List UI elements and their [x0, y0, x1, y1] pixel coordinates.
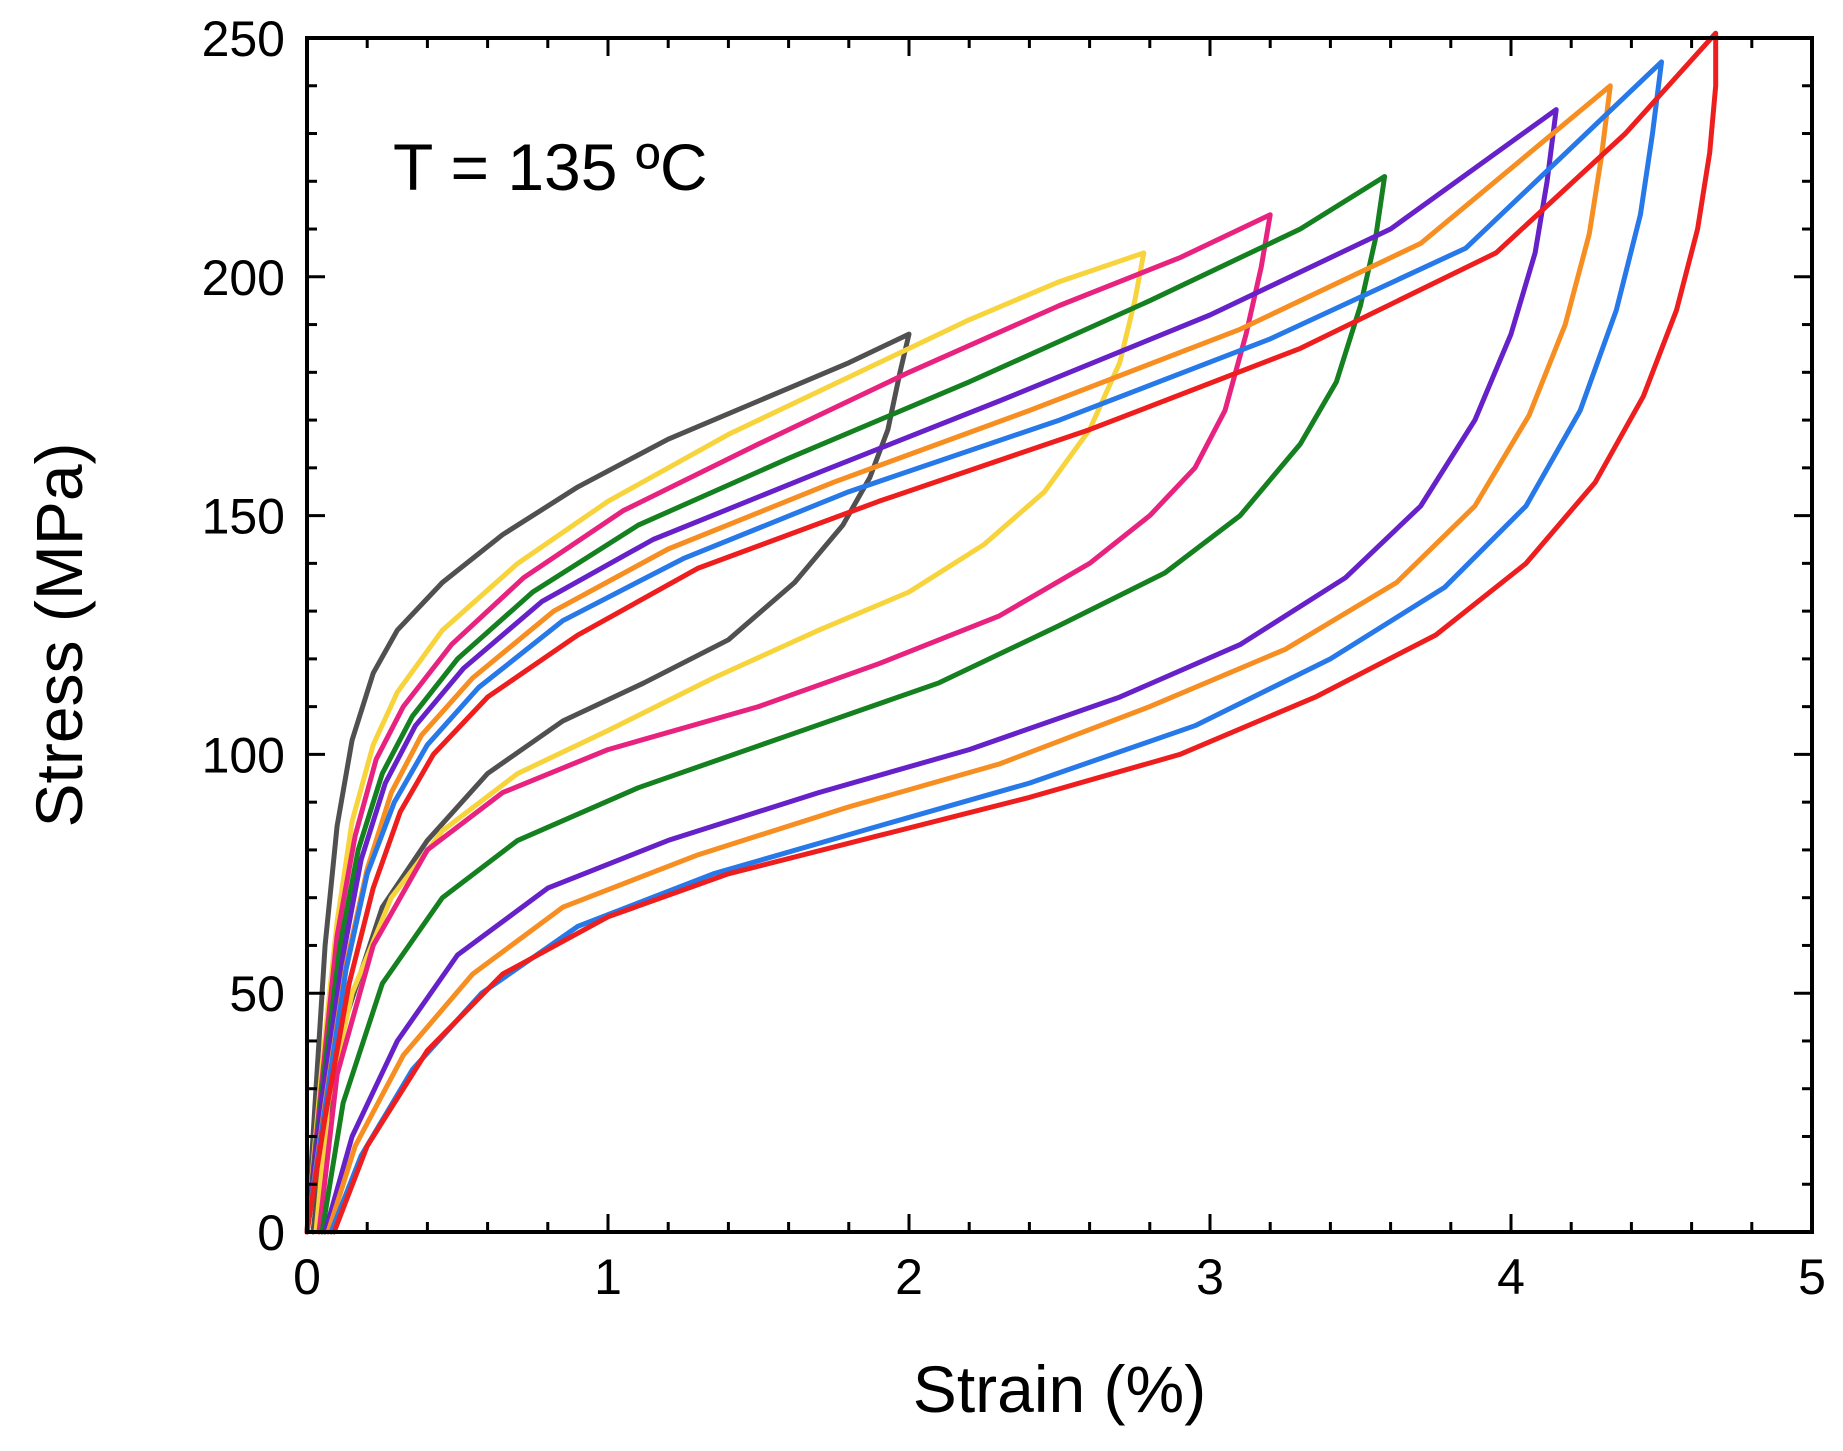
series-8 — [304, 30, 1719, 1235]
series-7 — [304, 59, 1664, 1235]
x-tick-label: 3 — [1196, 1249, 1224, 1305]
x-tick-label: 1 — [594, 1249, 622, 1305]
series-line-cycle-3 — [304, 212, 1273, 1235]
series-6 — [304, 83, 1613, 1235]
x-tick-label: 2 — [895, 1249, 923, 1305]
y-axis-title: Stress (MPa) — [22, 442, 96, 827]
major-ticks — [305, 36, 1814, 1234]
series-line-cycle-7 — [304, 59, 1664, 1235]
series-line-cycle-8 — [304, 30, 1719, 1235]
x-tick-label: 0 — [293, 1249, 321, 1305]
temperature-annotation: T = 135 ºC — [393, 130, 708, 204]
series-layer — [304, 30, 1719, 1235]
series-2 — [304, 250, 1147, 1235]
series-line-cycle-6 — [304, 83, 1613, 1235]
series-3 — [304, 212, 1273, 1235]
plot-frame — [305, 36, 1814, 1234]
series-line-cycle-2 — [304, 250, 1147, 1235]
y-tick-label: 50 — [229, 966, 285, 1022]
series-5 — [304, 107, 1559, 1235]
y-tick-label: 150 — [202, 489, 285, 545]
y-tick-label: 200 — [202, 250, 285, 306]
x-tick-labels: 0 1 2 3 4 5 — [293, 1249, 1826, 1305]
minor-ticks — [307, 38, 1812, 1232]
x-tick-label: 5 — [1798, 1249, 1826, 1305]
x-axis-title: Strain (%) — [913, 1352, 1206, 1426]
y-tick-label: 250 — [202, 11, 285, 67]
series-line-cycle-5 — [304, 107, 1559, 1235]
y-tick-label: 100 — [202, 727, 285, 783]
x-tick-label: 4 — [1497, 1249, 1525, 1305]
y-tick-label: 0 — [257, 1205, 285, 1261]
y-tick-labels: 0 50 100 150 200 250 — [202, 11, 285, 1261]
